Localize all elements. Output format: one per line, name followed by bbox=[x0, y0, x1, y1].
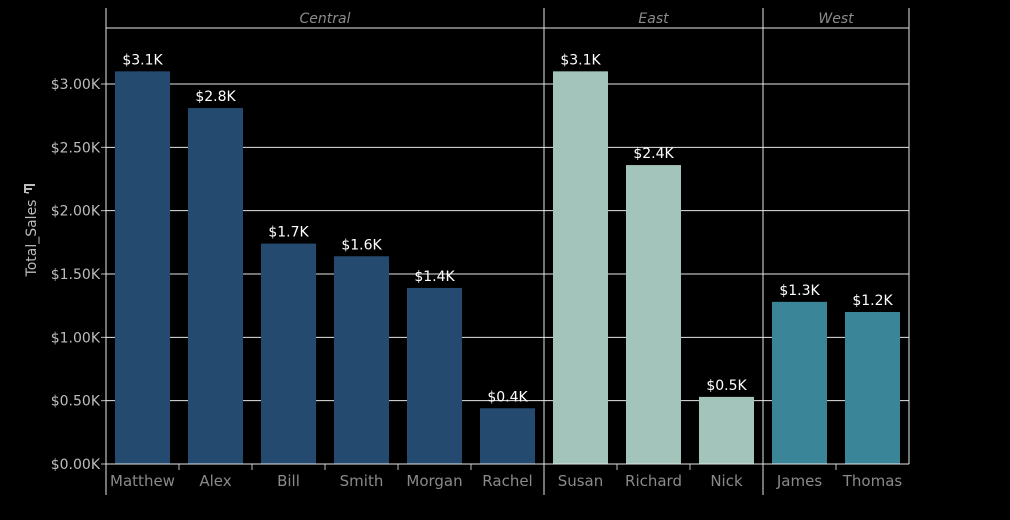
y-tick-label: $1.50K bbox=[51, 267, 101, 283]
data-label: $0.4K bbox=[487, 389, 528, 405]
x-category-label: Susan bbox=[558, 472, 604, 490]
group-header-east: East bbox=[638, 11, 669, 27]
y-tick-label: $2.50K bbox=[51, 140, 101, 156]
y-tick-label: $2.00K bbox=[51, 204, 101, 220]
data-label: $2.4K bbox=[633, 146, 674, 162]
data-label: $1.4K bbox=[414, 269, 455, 285]
group-header-central: Central bbox=[300, 11, 351, 27]
y-tick-label: $0.00K bbox=[51, 457, 101, 473]
y-tick-label: $3.00K bbox=[51, 77, 101, 93]
bar-matthew[interactable] bbox=[115, 71, 170, 464]
x-category-label: Thomas bbox=[842, 472, 903, 490]
bar-susan[interactable] bbox=[553, 71, 608, 464]
y-axis-title: Total_Sales bbox=[24, 200, 40, 278]
bar-alex[interactable] bbox=[188, 108, 243, 465]
x-category-label: Rachel bbox=[482, 472, 532, 490]
data-label: $1.2K bbox=[852, 293, 893, 309]
data-label: $3.1K bbox=[560, 52, 601, 68]
x-category-label: Richard bbox=[625, 472, 682, 490]
y-tick-label: $1.00K bbox=[51, 330, 101, 346]
bar-morgan[interactable] bbox=[407, 287, 462, 464]
bar-smith[interactable] bbox=[334, 256, 389, 464]
data-label: $0.5K bbox=[706, 378, 747, 394]
bar-nick[interactable] bbox=[699, 396, 754, 464]
bar-james[interactable] bbox=[772, 301, 827, 464]
x-category-label: Alex bbox=[199, 472, 231, 490]
x-category-label: Matthew bbox=[110, 472, 175, 490]
x-category-label: Morgan bbox=[406, 472, 462, 490]
data-label: $3.1K bbox=[122, 52, 163, 68]
x-category-label: James bbox=[776, 472, 822, 490]
x-category-label: Nick bbox=[710, 472, 743, 490]
bar-rachel[interactable] bbox=[480, 408, 535, 464]
x-category-label: Smith bbox=[340, 472, 384, 490]
sort-icon[interactable] bbox=[24, 184, 35, 194]
data-label: $1.7K bbox=[268, 225, 309, 241]
bar-richard[interactable] bbox=[626, 165, 681, 465]
bar-bill[interactable] bbox=[261, 243, 316, 464]
data-label: $1.6K bbox=[341, 237, 382, 253]
bar-thomas[interactable] bbox=[845, 312, 900, 464]
x-category-label: Bill bbox=[277, 472, 300, 490]
y-tick-label: $0.50K bbox=[51, 394, 101, 410]
data-label: $2.8K bbox=[195, 89, 236, 105]
data-label: $1.3K bbox=[779, 283, 820, 299]
group-header-west: West bbox=[818, 11, 854, 27]
